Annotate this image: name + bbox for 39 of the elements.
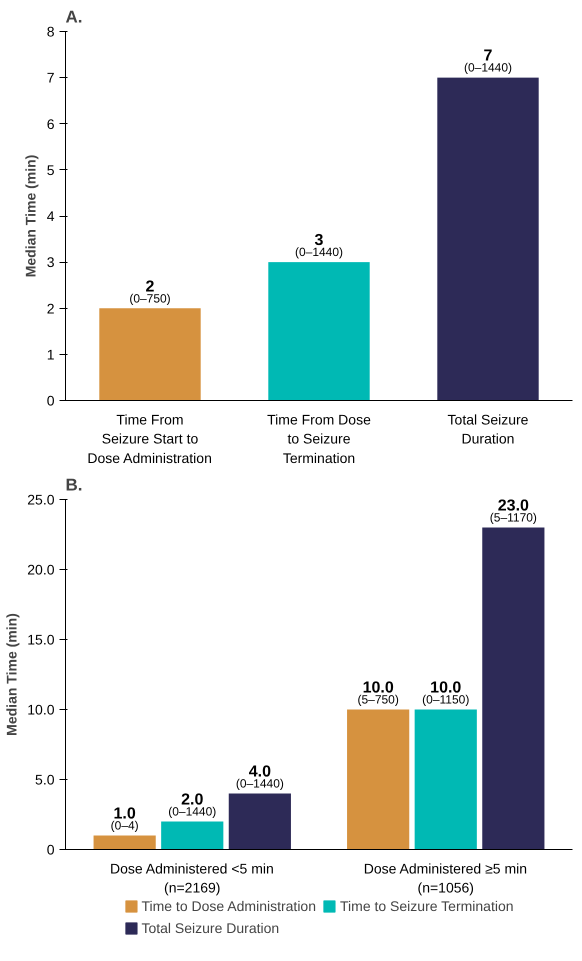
y-tick-label: 5.0 [35,772,55,788]
chart-title: B. [66,476,82,494]
y-tick-label: 1 [46,346,55,362]
y-tick-label: 15.0 [27,632,55,648]
x-tick-label: Dose Administered ≥5 min (n=1056) [364,860,528,896]
y-axis-title: Median Time (min) [3,613,20,736]
y-tick-label: 3 [46,254,55,270]
y-tick-label: 0 [46,392,55,408]
y-tick-label: 20.0 [27,562,55,578]
bar [94,836,156,850]
y-tick-label: 6 [46,116,55,132]
y-axis-title: Median Time (min) [22,154,39,278]
chart-title: A. [66,8,82,26]
y-tick-label: 4 [46,208,55,224]
bar [228,794,291,850]
x-tick-label: Time From Seizure Start to Dose Administration [87,412,212,466]
bar [482,528,544,850]
annotation: (0–1440) [464,60,512,75]
bar [268,262,370,400]
annotation: (0–1440) [294,245,344,260]
legend-label: Time to Dose Administration [141,898,316,914]
y-tick-label: 10.0 [27,702,55,718]
annotation: (0–4) [110,818,139,832]
bar [414,710,477,850]
bar [99,308,201,400]
x-tick-label: Total Seizure Duration [448,412,529,447]
y-tick-label: 7 [46,70,55,86]
y-tick-label: 5 [46,162,55,178]
legend-label: Total Seizure Duration [141,920,280,936]
y-tick-label: 0 [46,842,55,858]
x-tick-label: Time From Dose to Seizure Termination [267,412,372,466]
legend-label: Time to Seizure Termination [340,898,514,914]
y-tick-label: 2 [46,300,55,316]
bar [347,710,410,850]
x-tick-label: Dose Administered <5 min (n=2169) [110,860,274,896]
y-tick-label: 25.0 [27,492,55,508]
bar [437,78,539,400]
y-tick-label: 8 [46,24,55,40]
bar [161,822,224,850]
